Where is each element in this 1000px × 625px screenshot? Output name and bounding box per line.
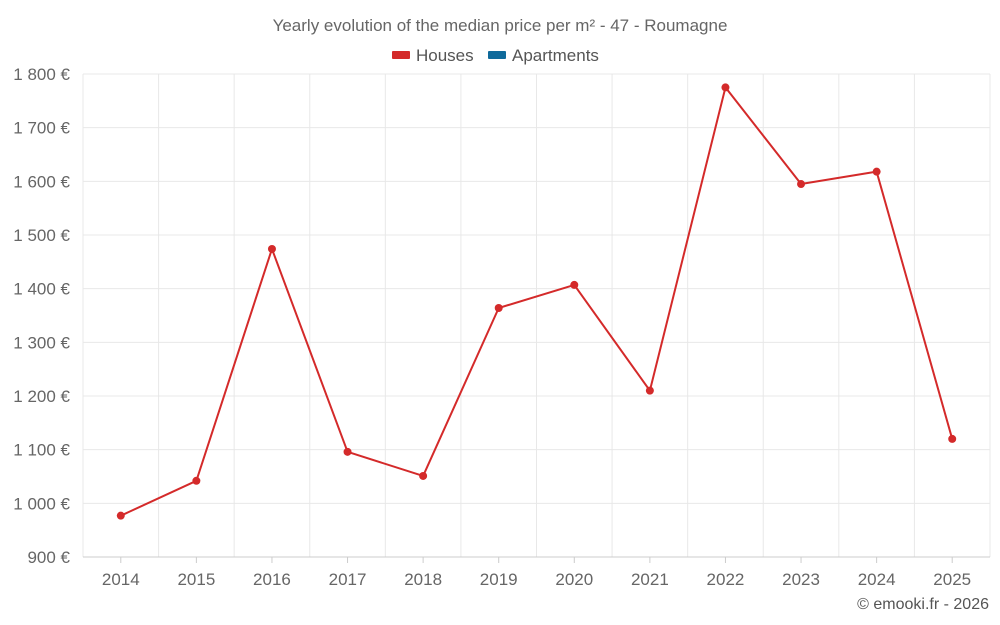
x-tick-label: 2014 [102,570,140,589]
legend-swatch-apartments [488,51,506,59]
data-point-2015[interactable] [192,476,201,485]
y-tick-label: 1 400 € [13,280,70,299]
x-tick-label: 2018 [404,570,442,589]
x-tick-label: 2021 [631,570,669,589]
x-tick-label: 2023 [782,570,820,589]
x-tick-label: 2019 [480,570,518,589]
series-houses [116,83,957,520]
x-tick-label: 2024 [858,570,896,589]
data-point-2018[interactable] [419,471,428,480]
x-tick-label: 2017 [329,570,367,589]
grid [82,73,991,557]
legend: Houses Apartments [392,46,599,65]
data-point-2017[interactable] [343,447,352,456]
y-tick-label: 1 300 € [13,333,70,352]
data-point-2019[interactable] [494,303,503,312]
x-tick-label: 2025 [933,570,971,589]
legend-item-apartments[interactable]: Apartments [488,46,599,65]
y-tick-label: 1 000 € [13,494,70,513]
x-tick-label: 2015 [177,570,215,589]
y-tick-label: 1 800 € [13,65,70,84]
y-tick-label: 1 700 € [13,119,70,138]
y-tick-label: 900 € [27,548,70,567]
credit-text: © emooki.fr - 2026 [857,596,989,613]
chart-title: Yearly evolution of the median price per… [273,16,728,35]
data-point-2022[interactable] [721,83,730,92]
legend-label-apartments: Apartments [512,46,599,65]
data-point-2025[interactable] [948,434,957,443]
x-axis: 2014 2015 2016 2017 2018 2019 2020 2021 2022 2023… [83,556,990,589]
legend-swatch-houses [392,51,410,59]
x-tick-label: 2016 [253,570,291,589]
legend-label-houses: Houses [416,46,474,65]
data-point-2023[interactable] [797,180,806,189]
y-tick-label: 1 500 € [13,226,70,245]
x-tick-label: 2020 [555,570,593,589]
y-tick-label: 1 600 € [13,172,70,191]
series-line-houses [120,86,954,517]
x-tick-label: 2022 [707,570,745,589]
y-axis: 900 € 1 000 € 1 100 € 1 200 € 1 300 € 1 400 €… [13,65,70,567]
data-point-2014[interactable] [116,511,125,520]
data-point-2021[interactable] [645,386,654,395]
y-tick-label: 1 100 € [13,441,70,460]
data-point-2020[interactable] [570,280,579,289]
data-point-2024[interactable] [872,167,881,176]
data-point-2016[interactable] [267,244,276,253]
legend-item-houses[interactable]: Houses [392,46,474,65]
y-tick-label: 1 200 € [13,387,70,406]
